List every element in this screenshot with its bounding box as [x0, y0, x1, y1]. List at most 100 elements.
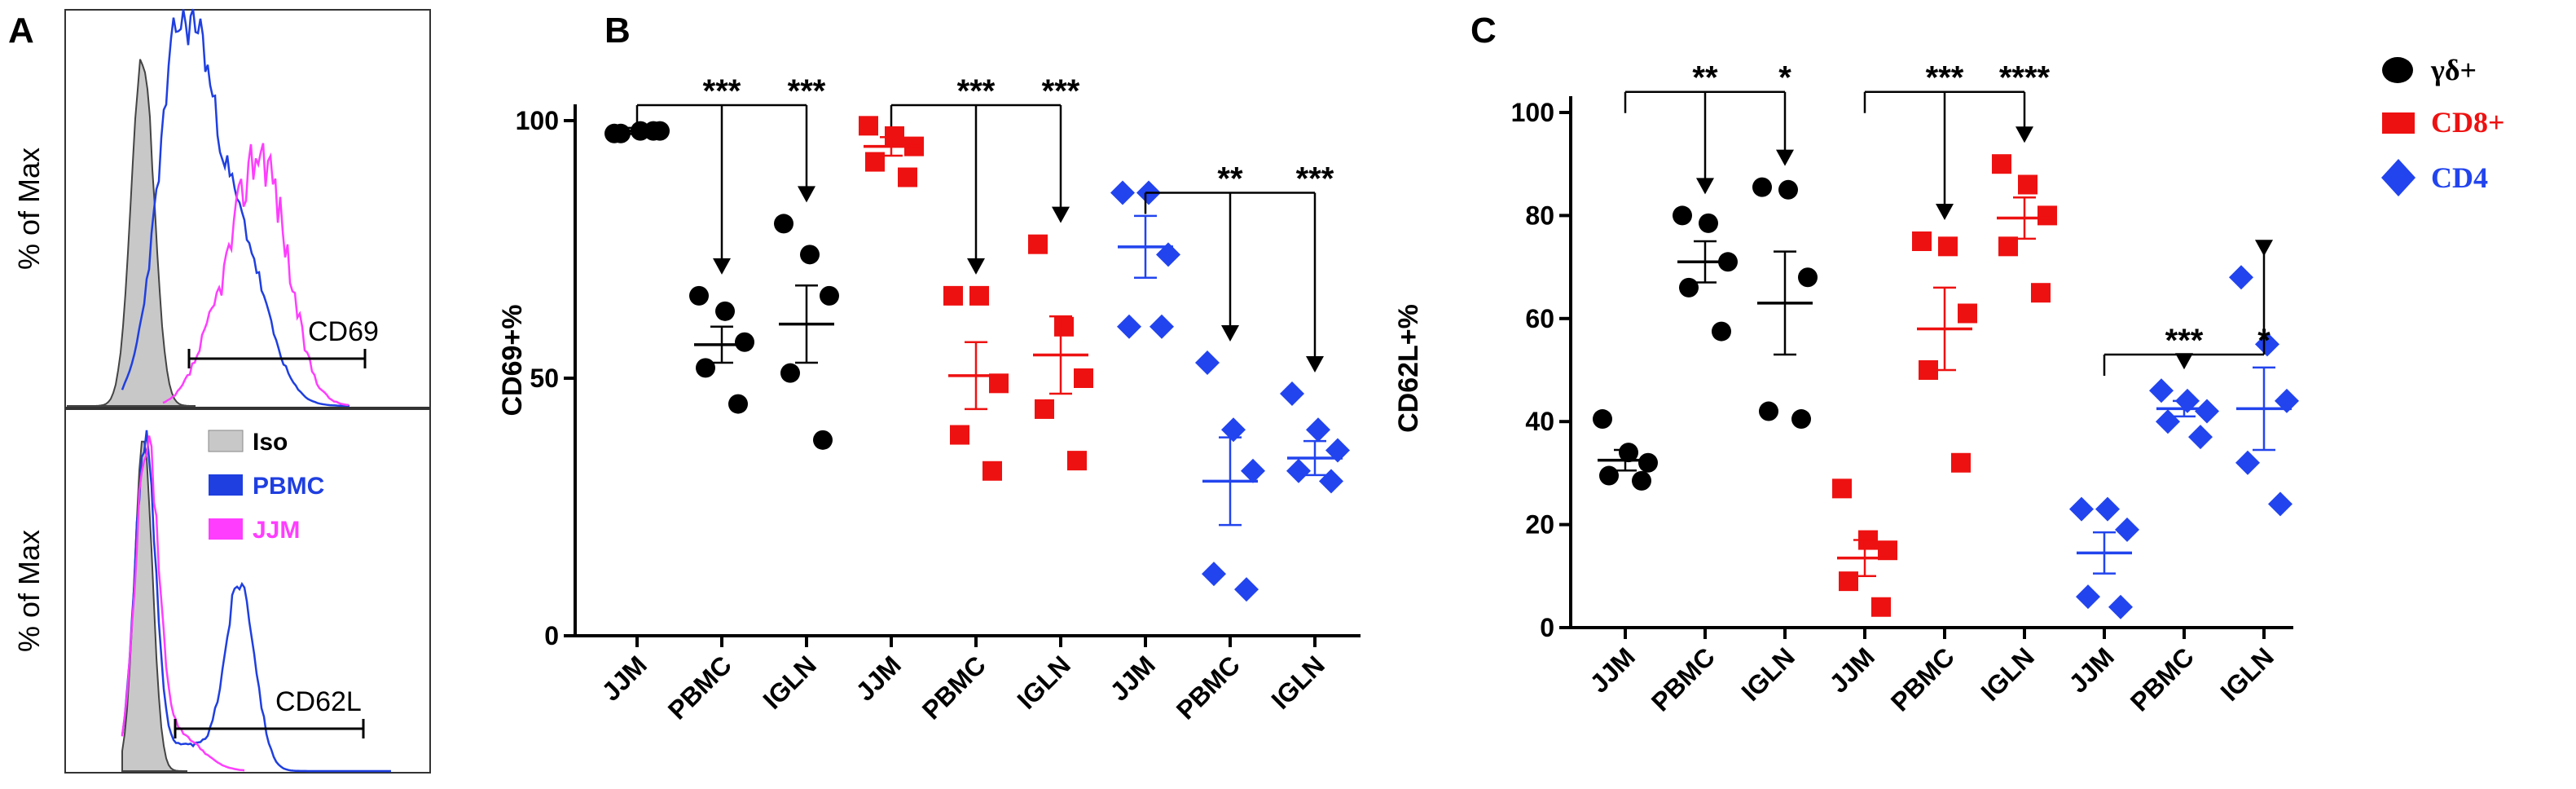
series-legend: γδ+ CD8+ CD4 [2381, 54, 2505, 196]
x-tick-label: JJM [1584, 641, 1640, 698]
arrow-head [1936, 204, 1954, 220]
data-point-circle [774, 214, 793, 234]
x-tick-label: PBMC [1885, 641, 1960, 716]
data-point-square [1028, 234, 1048, 254]
data-point-circle [1778, 179, 1798, 200]
y-tick-label: 100 [516, 106, 559, 135]
histogram-legend: Iso PBMC JJM [208, 429, 324, 544]
iso-histogram-top [67, 59, 196, 407]
significance-label: * [2257, 323, 2270, 359]
data-point-square [859, 116, 878, 136]
data-point-circle [1712, 321, 1731, 342]
data-point-square [1839, 571, 1858, 592]
data-point-square [1871, 597, 1891, 617]
panel-a-histograms: % of Max % of Max CD69 CD62L Iso PBMC JJ… [12, 8, 431, 774]
legend-jjm-swatch [209, 518, 243, 540]
x-tick-label: IGLN [1011, 650, 1076, 715]
data-point-square [943, 285, 963, 306]
data-point-square [1067, 451, 1087, 471]
panel-label-a: A [8, 11, 34, 51]
panel-label-b: B [604, 11, 631, 51]
histogram-top-ylabel: % of Max [12, 148, 46, 270]
data-point-diamond [2069, 496, 2094, 522]
data-point-square [1912, 231, 1932, 251]
data-point-square [1938, 236, 1958, 257]
significance-label: ** [1692, 60, 1718, 96]
data-point-diamond [2268, 491, 2292, 517]
significance-label: ** [1217, 161, 1243, 196]
x-tick-label: JJM [850, 650, 906, 706]
data-point-square [1992, 154, 2011, 174]
data-point-diamond [1202, 562, 1226, 587]
arrow-head [2175, 353, 2193, 370]
significance-label: * [1778, 60, 1791, 96]
data-point-diamond [2149, 378, 2174, 403]
data-point-square [1035, 399, 1054, 419]
data-point-diamond [1156, 242, 1180, 267]
significance-label: *** [1296, 161, 1334, 196]
data-point-diamond [1195, 350, 1220, 376]
x-tick-label: JJM [1823, 641, 1879, 698]
data-point-square [2038, 205, 2057, 226]
significance-label: *** [1926, 60, 1964, 96]
histogram-bottom-ylabel: % of Max [12, 530, 46, 652]
arrow-head [2255, 240, 2273, 257]
y-tick-label: 0 [1540, 613, 1554, 642]
x-tick-label: IGLN [2214, 641, 2279, 707]
significance-label: **** [1999, 60, 2051, 96]
arrow-head [1052, 206, 1070, 223]
data-point-circle [1632, 470, 1651, 491]
x-tick-label: PBMC [662, 650, 737, 725]
data-point-circle [1679, 277, 1699, 298]
data-point-circle [813, 430, 833, 450]
legend-cd4-label: CD4 [2431, 161, 2488, 194]
data-point-diamond [2115, 517, 2139, 542]
cd62l-gate-label: CD62L [275, 686, 362, 717]
x-tick-label: PBMC [917, 650, 991, 725]
x-tick-label: IGLN [1265, 650, 1330, 715]
x-tick-label: JJM [1104, 650, 1160, 706]
data-point-diamond [2235, 450, 2260, 475]
panel-b-ylabel: CD69+% [497, 304, 528, 416]
histogram-bottom-frame [64, 408, 431, 774]
data-point-diamond [1110, 180, 1135, 205]
data-point-circle [1673, 205, 1692, 226]
data-point-square [982, 461, 1002, 481]
data-point-circle [800, 245, 820, 265]
data-point-diamond [2188, 425, 2213, 450]
pbmc-histogram-bottom [121, 430, 391, 773]
data-point-diamond [1234, 577, 1259, 602]
data-point-square [1054, 316, 1074, 337]
panel-c-ylabel: CD62L+% [1393, 304, 1424, 433]
data-point-circle [1599, 465, 1619, 486]
y-tick-label: 100 [1511, 98, 1554, 127]
data-point-circle [1798, 267, 1818, 288]
histogram-bottom-curves [121, 430, 391, 773]
x-tick-label: JJM [2063, 641, 2119, 698]
data-point-diamond [1286, 458, 1311, 483]
data-point-diamond [1319, 469, 1343, 494]
x-tick-label: PBMC [1646, 641, 1721, 716]
cd69-gate-label: CD69 [308, 316, 379, 347]
significance-label: *** [703, 73, 741, 109]
legend-cd4-marker [2381, 159, 2416, 196]
y-tick-label: 20 [1525, 510, 1554, 540]
arrow-head [798, 186, 815, 203]
arrow-head [1221, 325, 1239, 342]
data-point-circle [780, 363, 800, 383]
histogram-top-frame [64, 9, 431, 408]
arrow-head [1776, 149, 1794, 166]
data-point-square [1998, 236, 2018, 257]
data-point-diamond [1117, 314, 1141, 339]
data-point-square [1951, 452, 1971, 473]
legend-cd8-label: CD8+ [2431, 106, 2505, 139]
legend-gd-label: γδ+ [2430, 54, 2477, 86]
arrow-head [2016, 126, 2033, 143]
significance-label: *** [1042, 73, 1080, 109]
data-point-diamond [2195, 399, 2219, 424]
data-point-circle [1759, 401, 1778, 421]
jjm-histogram-bottom [121, 435, 245, 772]
